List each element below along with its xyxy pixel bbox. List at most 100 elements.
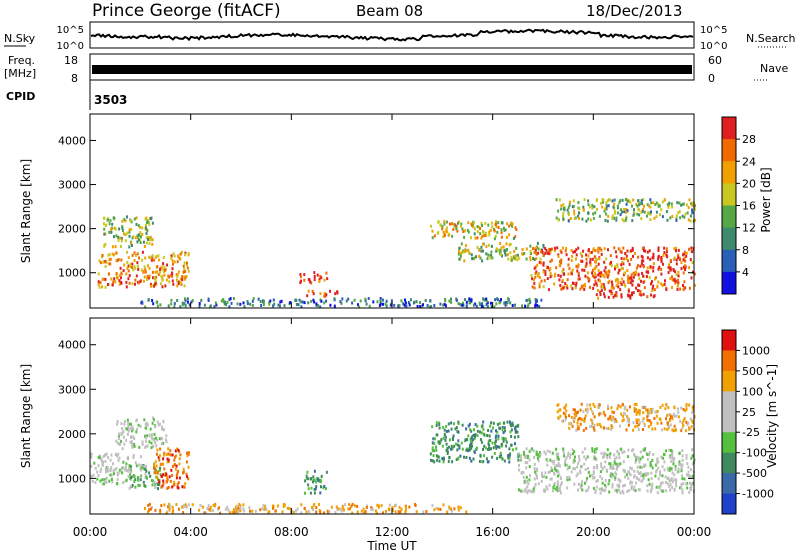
echo-cell <box>485 299 488 303</box>
echo-cell <box>641 247 644 251</box>
echo-cell <box>474 236 477 240</box>
y-tick-label: 4000 <box>58 339 86 352</box>
echo-cell <box>482 297 485 301</box>
echo-cell <box>130 440 133 444</box>
echo-cell <box>183 275 186 279</box>
echo-cell <box>654 474 657 478</box>
echo-cell <box>106 218 109 222</box>
echo-cell <box>568 267 571 271</box>
echo-cell <box>579 408 582 412</box>
echo-cell <box>668 204 670 208</box>
echo-cell <box>633 211 636 215</box>
echo-cell <box>613 460 616 464</box>
echo-cell <box>307 301 310 305</box>
echo-cell <box>616 449 619 453</box>
echo-cell <box>536 456 539 460</box>
echo-cell <box>150 216 153 220</box>
echo-cell <box>510 443 513 447</box>
echo-cell <box>214 504 216 508</box>
echo-cell <box>682 418 685 422</box>
echo-cell <box>178 256 181 260</box>
echo-cell <box>479 454 482 458</box>
echo-cell <box>114 227 117 231</box>
echo-cell <box>648 419 651 423</box>
echo-cell <box>628 262 631 266</box>
echo-cell <box>316 478 319 482</box>
echo-cell <box>636 470 639 473</box>
echo-cell <box>680 267 683 271</box>
echo-cell <box>614 279 617 283</box>
echo-cell <box>690 482 693 486</box>
echo-cell <box>173 254 176 258</box>
echo-cell <box>115 251 118 255</box>
echo-cell <box>685 420 688 424</box>
echo-cell <box>102 260 105 264</box>
echo-cell <box>595 447 598 451</box>
echo-cell <box>557 253 560 257</box>
echo-cell <box>555 216 558 220</box>
echo-cell <box>619 462 622 466</box>
echo-cell <box>690 485 693 489</box>
echo-cell <box>450 427 453 431</box>
echo-cell <box>598 412 601 416</box>
echo-cell <box>625 473 628 477</box>
echo-cell <box>661 215 664 219</box>
echo-cell <box>586 408 589 411</box>
echo-cell <box>584 468 587 471</box>
echo-cell <box>378 505 380 509</box>
echo-cell <box>155 452 158 456</box>
echo-cell <box>642 198 645 201</box>
echo-cell <box>127 469 130 473</box>
echo-cell <box>511 224 514 228</box>
echo-cell <box>124 239 127 243</box>
echo-cell <box>670 448 672 452</box>
echo-cell <box>161 275 164 279</box>
echo-cell <box>596 423 599 427</box>
echo-cell <box>480 249 483 253</box>
echo-cell <box>578 217 580 220</box>
x-tick-label: 00:00 <box>677 525 712 539</box>
echo-cell <box>323 301 326 305</box>
echo-cell <box>533 462 536 466</box>
echo-cell <box>625 210 628 214</box>
echo-cell <box>166 457 169 461</box>
echo-cell <box>482 305 485 309</box>
echo-cell <box>233 510 236 514</box>
echo-cell <box>90 464 93 468</box>
echo-cell <box>691 208 693 212</box>
echo-cell <box>226 300 229 304</box>
echo-cell <box>616 484 619 487</box>
echo-cell <box>262 504 265 508</box>
echo-cell <box>523 452 525 456</box>
echo-cell <box>116 454 119 458</box>
echo-cell <box>544 270 547 274</box>
echo-cell <box>499 451 502 455</box>
echo-cell <box>170 468 173 472</box>
echo-cell <box>664 407 667 411</box>
echo-cell <box>152 479 155 483</box>
echo-cell <box>446 450 449 454</box>
echo-cell <box>125 272 128 276</box>
echo-cell <box>635 476 638 480</box>
echo-cell <box>262 299 264 303</box>
echo-cell <box>544 273 547 276</box>
echo-cell <box>129 473 131 477</box>
echo-cell <box>445 230 448 234</box>
echo-cell <box>236 302 239 306</box>
echo-cell <box>353 298 356 302</box>
echo-cell <box>637 418 640 422</box>
echo-cell <box>681 427 684 431</box>
echo-cell <box>625 208 628 211</box>
echo-cell <box>129 219 132 223</box>
echo-cell <box>581 254 584 258</box>
echo-cell <box>124 219 127 223</box>
echo-cell <box>667 265 670 269</box>
echo-cell <box>655 485 658 489</box>
echo-cell <box>144 223 147 227</box>
echo-cell <box>660 428 663 432</box>
echo-cell <box>634 252 636 255</box>
echo-cell <box>632 428 635 432</box>
echo-cell <box>544 247 547 251</box>
echo-cell <box>601 285 604 289</box>
echo-cell <box>203 511 206 515</box>
